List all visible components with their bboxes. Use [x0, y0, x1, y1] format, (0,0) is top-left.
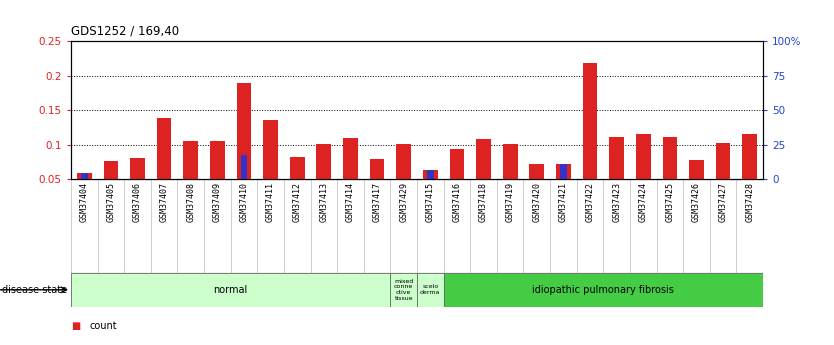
FancyBboxPatch shape: [71, 273, 390, 307]
Text: GSM37428: GSM37428: [746, 182, 754, 222]
Bar: [662, 137, 677, 179]
Bar: [583, 63, 597, 179]
Text: idiopathic pulmonary fibrosis: idiopathic pulmonary fibrosis: [532, 285, 675, 295]
Text: GSM37407: GSM37407: [159, 182, 168, 222]
Text: mixed
conne
ctive
tissue: mixed conne ctive tissue: [394, 279, 414, 301]
Bar: [264, 120, 278, 179]
Text: GSM37414: GSM37414: [346, 182, 355, 222]
Text: GSM37429: GSM37429: [399, 182, 408, 222]
Bar: [210, 141, 224, 179]
Text: GSM37421: GSM37421: [559, 182, 568, 222]
Text: disease state: disease state: [2, 285, 67, 295]
Bar: [610, 137, 624, 179]
Bar: [237, 83, 251, 179]
Text: GSM37415: GSM37415: [426, 182, 435, 222]
Text: GSM37424: GSM37424: [639, 182, 648, 222]
Bar: [316, 144, 331, 179]
Bar: [290, 157, 304, 179]
Text: GSM37425: GSM37425: [666, 182, 675, 222]
Text: GSM37422: GSM37422: [585, 182, 595, 222]
Bar: [343, 138, 358, 179]
Bar: [81, 172, 88, 179]
Text: GSM37406: GSM37406: [133, 182, 142, 222]
Text: GSM37409: GSM37409: [213, 182, 222, 222]
Text: GSM37426: GSM37426: [692, 182, 701, 222]
Text: count: count: [89, 321, 117, 331]
Bar: [716, 143, 731, 179]
Bar: [556, 164, 570, 179]
Text: GSM37408: GSM37408: [186, 182, 195, 222]
FancyBboxPatch shape: [390, 273, 417, 307]
Text: GSM37420: GSM37420: [532, 182, 541, 222]
Bar: [636, 134, 651, 179]
Text: GSM37427: GSM37427: [719, 182, 728, 222]
Bar: [503, 144, 518, 179]
Text: GSM37423: GSM37423: [612, 182, 621, 222]
Text: GSM37411: GSM37411: [266, 182, 275, 222]
Text: GSM37413: GSM37413: [319, 182, 329, 222]
Text: GSM37404: GSM37404: [80, 182, 88, 222]
Text: scelo
derma: scelo derma: [420, 284, 440, 295]
Bar: [183, 141, 198, 179]
Bar: [450, 149, 465, 179]
Text: GSM37417: GSM37417: [373, 182, 382, 222]
Text: GSM37410: GSM37410: [239, 182, 249, 222]
Bar: [157, 118, 172, 179]
Bar: [369, 159, 384, 179]
Bar: [742, 134, 757, 179]
Bar: [396, 144, 411, 179]
Bar: [427, 170, 434, 179]
Text: GSM37419: GSM37419: [505, 182, 515, 222]
Text: GSM37418: GSM37418: [479, 182, 488, 222]
Bar: [241, 155, 247, 179]
Text: ■: ■: [71, 321, 80, 331]
Bar: [530, 164, 544, 179]
Bar: [689, 160, 704, 179]
Text: GSM37412: GSM37412: [293, 182, 302, 222]
Bar: [77, 172, 92, 179]
Text: GSM37416: GSM37416: [452, 182, 461, 222]
Bar: [103, 161, 118, 179]
Text: normal: normal: [214, 285, 248, 295]
Text: GSM37405: GSM37405: [106, 182, 115, 222]
Bar: [130, 158, 145, 179]
Bar: [560, 164, 567, 179]
Bar: [423, 170, 438, 179]
Text: GDS1252 / 169,40: GDS1252 / 169,40: [71, 24, 179, 37]
FancyBboxPatch shape: [417, 273, 444, 307]
FancyBboxPatch shape: [444, 273, 763, 307]
Bar: [476, 139, 491, 179]
